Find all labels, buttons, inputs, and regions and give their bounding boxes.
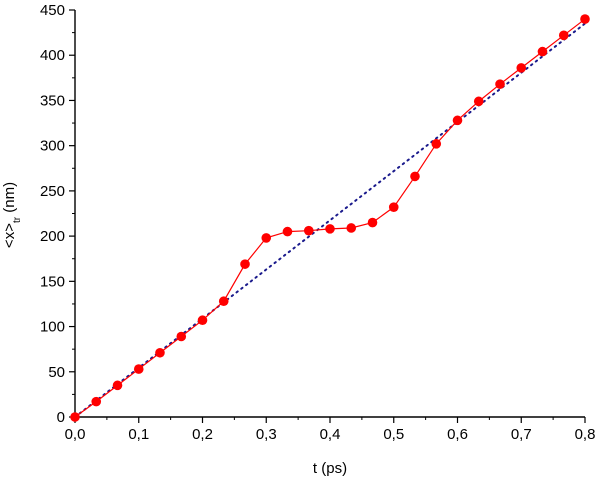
reference-dotted-line <box>74 22 586 418</box>
data-point <box>473 96 484 107</box>
y-axis-label: <x>tr (nm) <box>1 182 23 248</box>
y-tick-label: 400 <box>40 47 65 64</box>
x-tick-label: 0,5 <box>383 426 404 443</box>
y-tick-label: 150 <box>40 273 65 290</box>
plot-area <box>70 14 590 422</box>
data-point <box>431 139 442 149</box>
data-point <box>133 364 144 374</box>
data-point <box>176 331 187 342</box>
data-point <box>155 347 165 358</box>
data-point <box>197 315 208 326</box>
y-tick-label: 300 <box>40 138 65 155</box>
data-point <box>537 46 548 57</box>
y-tick-label: 350 <box>40 92 65 109</box>
data-point <box>261 233 272 243</box>
y-tick-label: 250 <box>40 183 65 200</box>
data-point <box>91 396 102 407</box>
data-point <box>325 224 335 234</box>
data-point <box>388 202 399 212</box>
data-point <box>558 30 569 41</box>
y-tick-label: 50 <box>48 364 65 381</box>
x-tick-label: 0,4 <box>320 426 341 443</box>
data-point <box>112 380 123 391</box>
data-point <box>240 259 250 269</box>
data-point <box>516 63 527 73</box>
data-point <box>452 115 463 126</box>
x-tick-label: 0,2 <box>192 426 213 443</box>
data-point <box>346 223 357 233</box>
axes: 0,0 0,1 0,2 0,3 0,4 0,5 0,6 0,7 0,8 0 50 100 150 200 2… <box>40 2 595 443</box>
y-tick-label: 200 <box>40 228 65 245</box>
y-axis-label-main: <x> <box>1 223 18 248</box>
x-tick-label: 0,1 <box>128 426 149 443</box>
y-axis-label-unit: (nm) <box>1 182 18 217</box>
x-tick-label: 0,7 <box>511 426 532 443</box>
data-point <box>303 225 314 236</box>
x-tick-label: 0,3 <box>256 426 277 443</box>
data-point <box>218 296 229 307</box>
y-tick-label: 0 <box>57 409 65 426</box>
y-axis-label-subscript: tr <box>12 216 23 223</box>
data-point <box>495 79 505 89</box>
data-point <box>70 412 80 422</box>
data-point <box>282 226 293 237</box>
y-tick-label: 100 <box>40 319 65 336</box>
x-tick-label: 0,0 <box>65 426 86 443</box>
x-axis-label: t (ps) <box>313 460 347 477</box>
data-point <box>580 14 590 24</box>
x-tick-label: 0,8 <box>575 426 596 443</box>
data-point <box>367 217 378 228</box>
data-point <box>410 171 420 182</box>
x-tick-label: 0,6 <box>447 426 468 443</box>
y-tick-label: 450 <box>40 2 65 19</box>
